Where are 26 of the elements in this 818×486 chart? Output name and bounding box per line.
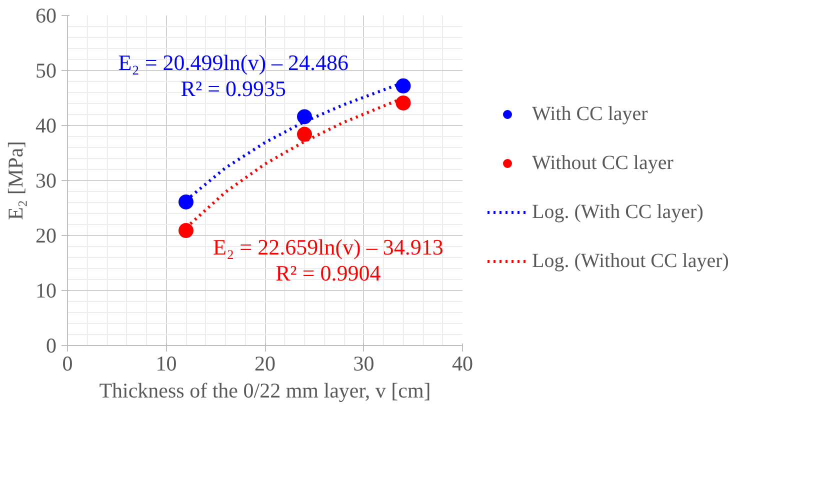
y-tick-label: 0 [46,334,56,358]
x-tick-label: 40 [452,352,473,376]
annotation: E₂ = 20.499ln(v) – 24.486 R² = 0.9935 [118,50,349,101]
legend-label: Without CC layer [532,152,674,174]
point [178,194,194,210]
x-tick-label: 30 [353,352,374,376]
y-tick-label: 60 [36,4,56,28]
y-tick-label: 40 [36,114,56,138]
x-tick-label: 10 [156,352,177,376]
x-tick-label: 0 [62,352,73,376]
x-axis-title: Thickness of the 0/22 mm layer, v [cm] [99,378,431,402]
y-tick-label: 20 [36,224,56,248]
y-tick-label: 50 [36,58,56,82]
annotation: E₂ = 22.659ln(v) – 34.913 R² = 0.9904 [213,234,444,286]
point [297,126,312,142]
point [178,223,194,238]
x-tick-label: 20 [254,352,276,376]
point [396,78,411,94]
legend-label: With CC layer [532,102,648,126]
legend-label: Log. (Without CC layer) [532,250,729,272]
y-tick-label: 30 [36,168,56,192]
legend-label: Log. (With CC layer) [532,200,704,224]
point [396,95,411,110]
y-tick-label: 10 [36,278,56,302]
point [297,109,312,124]
y-axis-title: E₂ [MPa] [4,140,28,220]
